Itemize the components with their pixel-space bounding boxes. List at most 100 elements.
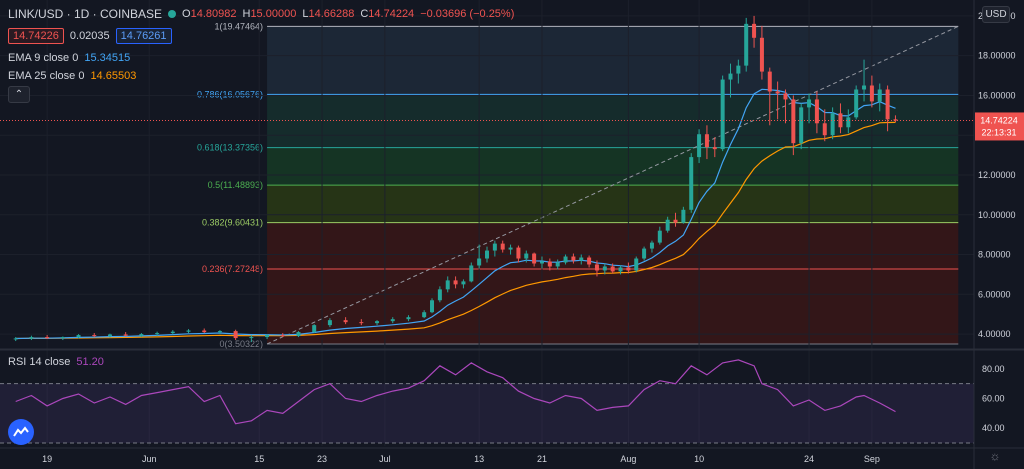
price-tick-label-5: 10.00000 — [978, 210, 1016, 220]
fib-trend-line — [266, 25, 959, 345]
last-price-badge — [975, 112, 1024, 141]
buy-price-button[interactable]: 14.76261 — [115, 28, 172, 44]
candle-body-9 — [155, 333, 160, 335]
rsi-band-fill — [0, 383, 974, 444]
fib-zone-4 — [267, 222, 959, 270]
settings-gear-icon[interactable]: ☼ — [989, 449, 1001, 463]
candle-body-69 — [759, 37, 764, 72]
ema25-line — [15, 121, 896, 340]
candle-body-60 — [689, 157, 694, 210]
high-label: H — [242, 8, 251, 20]
rsi-tick-label-0: 80.00 — [982, 364, 1005, 374]
candle-body-0 — [13, 338, 18, 340]
fibonacci-retracement[interactable]: 1(19.47464) 0.786(16.05676) 0.618(13.37356… — [197, 21, 959, 349]
candle-body-14 — [233, 331, 238, 339]
fib-zone-1 — [267, 94, 959, 148]
candle-body-82 — [862, 85, 867, 90]
candle-body-33 — [477, 258, 482, 266]
last-price-value: 14.74224 — [980, 115, 1018, 125]
candle-body-7 — [123, 334, 128, 336]
symbol-legend: LINK/USD · 1D · COINBASE O14.80982 H15.0… — [8, 7, 514, 21]
price-tick-label-6: 8.00000 — [978, 250, 1011, 260]
rsi-legend[interactable]: RSI 14 close 51.20 — [8, 356, 104, 368]
currency-label: USD — [985, 9, 1007, 20]
candle-body-15 — [249, 337, 254, 339]
collapse-indicators-button[interactable]: ⌃ — [8, 86, 30, 103]
low-label: L — [302, 8, 309, 20]
candle-body-66 — [736, 65, 741, 74]
candle-body-29 — [445, 280, 450, 290]
candle-body-41 — [539, 261, 544, 264]
date-tick-label-0: 19 — [42, 454, 52, 464]
close-value: 14.74224 — [368, 8, 415, 20]
candle-body-68 — [752, 23, 757, 38]
fib-level-label-0: 1(19.47464) — [215, 21, 264, 31]
candle-body-21 — [343, 320, 348, 323]
price-axis-background — [974, 0, 1024, 469]
candle-body-81 — [854, 89, 859, 118]
candle-body-4 — [76, 335, 81, 338]
logo-icon — [13, 426, 29, 437]
low-value: 14.66288 — [308, 8, 355, 20]
rsi-tick-label-2: 40.00 — [982, 423, 1005, 433]
date-tick-label-4: Jul — [379, 454, 391, 464]
candle-body-26 — [422, 312, 427, 318]
ema9-value: 15.34515 — [84, 52, 131, 64]
bar-countdown: 22:13:31 — [981, 127, 1016, 137]
rsi-line — [15, 359, 896, 425]
candle-body-1 — [29, 337, 34, 339]
date-tick-label-1: Jun — [142, 454, 157, 464]
candle-body-58 — [673, 219, 678, 223]
fib-zone-3 — [267, 185, 959, 223]
tradingview-logo[interactable] — [8, 419, 34, 445]
candle-body-70 — [767, 71, 772, 92]
candle-body-25 — [406, 317, 411, 320]
candle-body-71 — [775, 91, 780, 94]
candle-body-53 — [634, 258, 639, 271]
candle-body-74 — [799, 107, 804, 144]
candle-body-16 — [265, 335, 270, 338]
candle-body-22 — [359, 322, 364, 324]
candle-body-13 — [217, 331, 222, 333]
candle-body-18 — [296, 332, 301, 337]
candle-body-37 — [508, 247, 513, 250]
symbol-title[interactable]: LINK/USD · 1D · COINBASE — [8, 7, 163, 21]
candle-body-85 — [885, 89, 890, 120]
currency-button[interactable]: USD — [982, 6, 1010, 23]
candle-body-43 — [555, 262, 560, 267]
rsi-pane[interactable] — [0, 359, 974, 444]
rsi-label: RSI 14 close — [8, 356, 71, 368]
candle-body-32 — [469, 265, 474, 282]
date-tick-label-6: 21 — [537, 454, 547, 464]
candle-body-46 — [579, 257, 584, 261]
candle-body-44 — [563, 256, 568, 263]
candle-body-76 — [814, 99, 819, 124]
candle-body-64 — [720, 79, 725, 150]
candle-body-30 — [453, 280, 458, 285]
rsi-tick-label-1: 60.00 — [982, 394, 1005, 404]
candle-body-84 — [877, 89, 882, 102]
fib-level-label-3: 0.5(11.48893) — [208, 180, 263, 190]
candle-body-47 — [587, 257, 592, 265]
date-tick-label-2: 15 — [254, 454, 264, 464]
spread-value: 0.02035 — [69, 30, 110, 42]
date-tick-label-3: 23 — [317, 454, 327, 464]
candle-body-54 — [642, 248, 647, 259]
candlestick-series[interactable] — [13, 15, 898, 343]
high-value: 15.00000 — [250, 8, 297, 20]
candle-body-86 — [893, 119, 898, 121]
candle-body-31 — [461, 281, 466, 285]
candle-body-78 — [830, 113, 835, 136]
candle-body-80 — [846, 117, 851, 128]
fib-level-label-5: 0.236(7.27248) — [202, 264, 263, 274]
fib-level-label-2: 0.618(13.37356) — [197, 143, 263, 153]
ema9-legend[interactable]: EMA 9 close 0 15.34515 — [8, 52, 130, 64]
candle-body-36 — [500, 243, 505, 250]
date-tick-label-9: 24 — [804, 454, 814, 464]
sell-price-button[interactable]: 14.74226 — [8, 28, 64, 44]
price-change: −0.03696 (−0.25%) — [420, 8, 515, 20]
candle-body-8 — [139, 334, 144, 336]
ema25-legend[interactable]: EMA 25 close 0 14.65503 — [8, 70, 136, 82]
